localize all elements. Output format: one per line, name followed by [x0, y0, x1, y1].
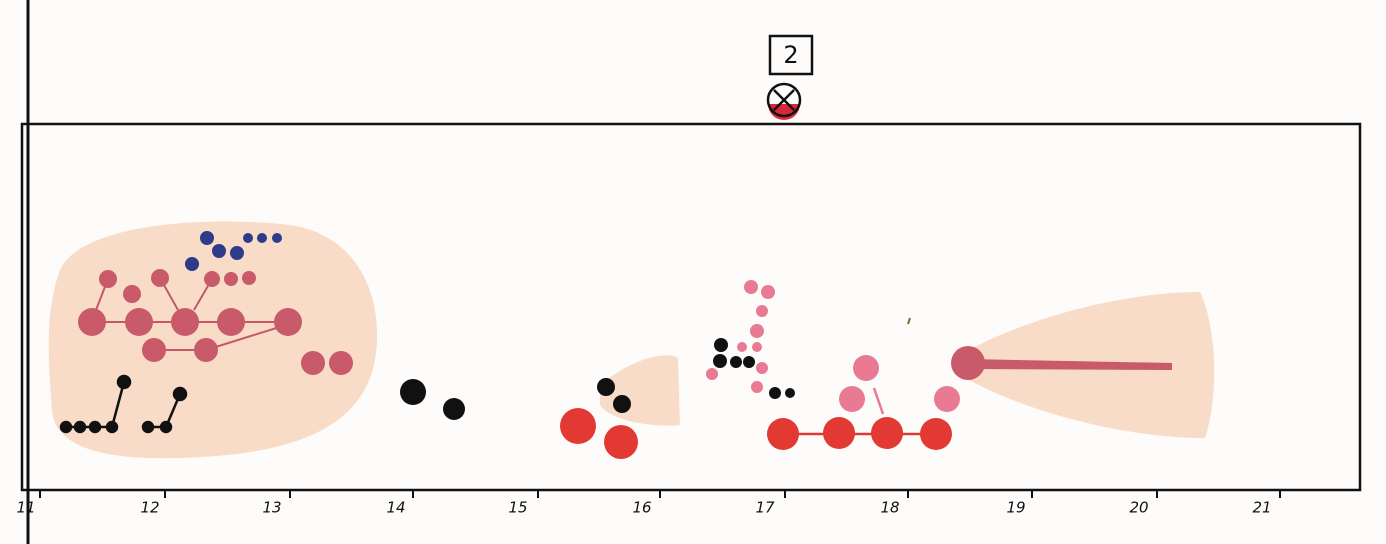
axis-label: 18	[880, 499, 899, 517]
symbol	[766, 82, 802, 120]
axis-label: 20	[1129, 499, 1148, 517]
axis-label: 21	[1252, 499, 1271, 517]
ticks	[39, 490, 1281, 498]
mark	[907, 317, 911, 325]
axis-label: 16	[632, 499, 651, 517]
axis-label: 12	[140, 499, 159, 517]
tail	[951, 346, 1172, 380]
blue-dots	[185, 231, 282, 271]
axis-label: 14	[386, 499, 405, 517]
regions	[48, 221, 1215, 459]
axis-labels: 11 12 13 14 15 16 17 18 19 20 21	[16, 499, 1271, 517]
axis-label: 13	[262, 499, 281, 517]
axis-label: 17	[755, 499, 775, 517]
pink-dots	[706, 280, 960, 415]
label-box	[768, 34, 814, 76]
axis-label: 11	[16, 499, 35, 517]
nodes	[78, 269, 353, 375]
axis-label: 15	[508, 499, 527, 517]
axis-label: 19	[1006, 499, 1025, 517]
label: 2	[783, 41, 798, 69]
black-dots	[59, 338, 795, 434]
frame	[20, 122, 1362, 492]
red-dots	[560, 408, 952, 459]
